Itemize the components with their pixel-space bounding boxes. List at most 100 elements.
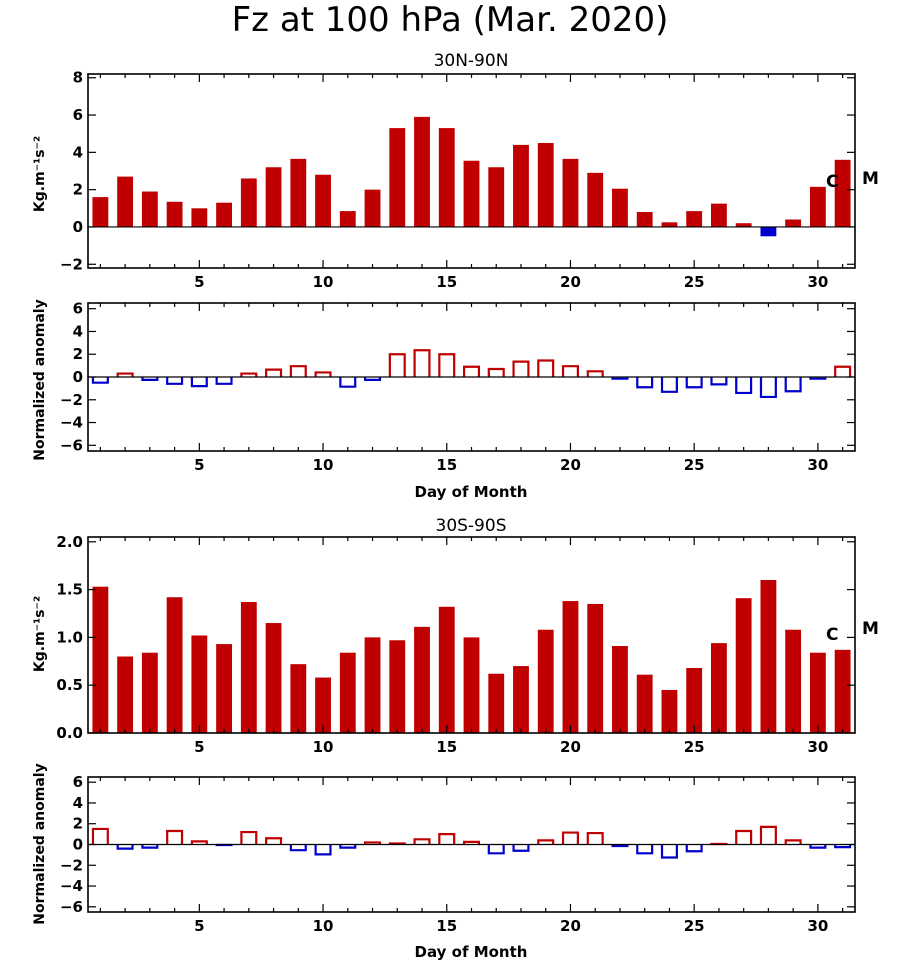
bar-day-26 <box>710 377 728 386</box>
bar-day-5 <box>191 635 208 733</box>
bar-day-11 <box>339 844 357 849</box>
bar-day-16 <box>462 365 481 377</box>
bar-day-28 <box>760 580 777 733</box>
plot-area-sh-fz: 5 10 15 20 25 30 0.0 0.5 1.0 1.5 2.0 <box>56 533 856 756</box>
bar-day-29 <box>784 839 802 845</box>
bar-day-11 <box>339 652 356 733</box>
bar-day-13 <box>389 128 406 227</box>
bar-day-31 <box>834 365 852 377</box>
bar-day-15 <box>438 606 455 733</box>
x-tick-label: 10 <box>313 273 334 291</box>
bar-day-28 <box>759 825 777 845</box>
bar-day-24 <box>660 377 678 393</box>
x-tick-label: 10 <box>313 917 334 935</box>
bar-day-12 <box>364 189 381 227</box>
y-tick-label: 1.5 <box>56 581 83 599</box>
bar-day-29 <box>785 629 802 733</box>
bar-day-11 <box>339 377 357 388</box>
x-tick-label: 20 <box>560 273 581 291</box>
x-tick-label: 15 <box>436 273 457 291</box>
bar-day-28 <box>759 377 777 399</box>
x-tick-label: 5 <box>194 917 204 935</box>
bar-day-20 <box>561 831 579 845</box>
ylabel-nh-anom: Normalized anomaly <box>32 299 48 460</box>
bar-day-17 <box>488 673 505 733</box>
plot-area-nh-anom: 5 10 15 20 25 30 −6 −4 −2 0 2 4 6 <box>60 300 856 474</box>
bar-day-7 <box>240 602 257 733</box>
bar-day-22 <box>612 188 628 227</box>
x-tick-label: 10 <box>313 456 334 474</box>
y-tick-label: 6 <box>73 300 83 318</box>
bar-day-27 <box>735 377 753 395</box>
bar-day-12 <box>364 637 381 733</box>
y-tick-label: −4 <box>60 414 83 432</box>
x-tick-label: 30 <box>807 738 828 756</box>
plot-area-sh-anom: 5 10 15 20 25 30 −6 −4 −2 0 2 4 6 <box>60 773 856 935</box>
bar-day-19 <box>537 839 555 845</box>
bar-day-12 <box>364 377 382 381</box>
bar-day-10 <box>315 174 331 227</box>
bar-day-9 <box>290 664 307 733</box>
bar-day-1 <box>91 377 109 384</box>
bar-day-16 <box>463 637 480 733</box>
bar-day-7 <box>240 372 258 377</box>
bar-day-4 <box>166 201 183 227</box>
bar-day-4 <box>166 377 184 385</box>
x-tick-label: 30 <box>807 456 828 474</box>
bar-day-30 <box>809 844 827 849</box>
y-tick-label: 2 <box>73 181 83 199</box>
bar-day-17 <box>487 844 505 855</box>
y-tick-label: −4 <box>60 877 83 895</box>
label-m-nh: M <box>862 169 879 189</box>
bar-day-24 <box>661 689 678 733</box>
x-tick-label: 20 <box>560 738 581 756</box>
x-tick-label: 15 <box>436 738 457 756</box>
bar-day-20 <box>562 158 579 227</box>
bar-day-31 <box>834 159 851 227</box>
y-tick-label: 2 <box>73 345 83 363</box>
bar-day-20 <box>562 601 579 733</box>
bar-day-30 <box>809 652 826 733</box>
bar-day-22 <box>612 645 628 733</box>
y-tick-label: 0 <box>73 218 83 236</box>
x-tick-label: 25 <box>684 273 705 291</box>
bar-day-7 <box>240 178 257 227</box>
bar-day-25 <box>686 211 703 227</box>
bar-day-12 <box>364 841 382 845</box>
y-tick-label: 2.0 <box>56 533 83 551</box>
y-tick-label: 6 <box>73 773 83 791</box>
figure-title: Fz at 100 hPa (Mar. 2020) <box>232 0 669 40</box>
y-tick-label: 0 <box>73 368 83 386</box>
y-tick-label: 4 <box>73 794 83 812</box>
bar-day-3 <box>141 844 159 849</box>
bar-day-23 <box>636 212 653 227</box>
bar-day-1 <box>92 197 109 227</box>
bar-day-14 <box>414 626 430 733</box>
bar-day-6 <box>215 377 233 385</box>
bar-day-8 <box>265 837 283 845</box>
y-tick-label: 2 <box>73 815 83 833</box>
bar-day-15 <box>438 353 456 377</box>
bar-day-9 <box>289 844 307 852</box>
bar-day-2 <box>117 176 134 227</box>
bar-day-13 <box>388 353 406 377</box>
bar-day-23 <box>636 377 654 389</box>
bar-day-13 <box>389 640 406 733</box>
ylabel-sh-anom: Normalized anomaly <box>32 763 48 924</box>
panel-title-nh: 30N-90N <box>434 51 509 71</box>
y-tick-label: 1.0 <box>56 628 83 646</box>
bar-day-30 <box>809 377 827 380</box>
bar-day-27 <box>735 223 752 227</box>
x-tick-label: 5 <box>194 456 204 474</box>
bar-day-2 <box>117 656 134 733</box>
x-tick-label: 5 <box>194 273 204 291</box>
bar-day-20 <box>561 365 579 377</box>
bar-day-4 <box>166 597 183 733</box>
bar-day-24 <box>661 222 678 227</box>
bar-day-30 <box>809 186 826 227</box>
y-tick-label: 4 <box>73 143 83 161</box>
bar-day-22 <box>611 844 629 848</box>
bar-day-18 <box>512 844 530 852</box>
x-tick-label: 20 <box>560 456 581 474</box>
